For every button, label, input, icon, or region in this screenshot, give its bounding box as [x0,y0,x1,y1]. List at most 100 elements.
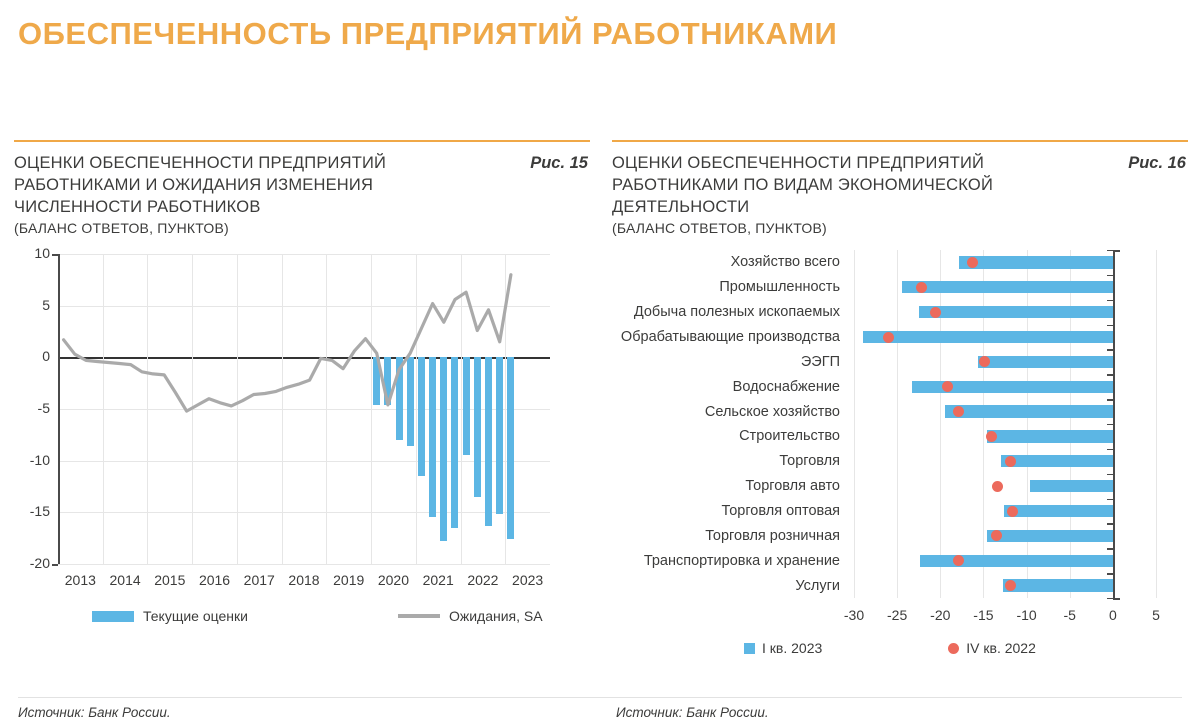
legend-bar-swatch [92,610,134,622]
figure-16-number: Рис. 16 [1128,154,1186,172]
y-axis-bottom-tick [52,564,58,566]
dot-marker [941,381,953,393]
bar [911,380,1113,393]
source-note-left: Источник: Банк России. [18,705,171,720]
bar [417,357,425,477]
x-tick-label: -30 [843,607,865,623]
figure-16-chart: -30 -25 -20 -15 -10 -5 0 5 Хозяйство всего Промыш… [612,236,1188,656]
x-gridline [897,250,899,598]
x-tick-label: 2016 [198,572,231,588]
dot-marker [915,281,927,293]
dot-marker [952,406,964,418]
figure-15-subtitle: (БАЛАНС ОТВЕТОВ, ПУНКТОВ) [14,220,229,236]
x-tick-label: 2017 [243,572,275,588]
y-gridline [58,564,550,565]
category-tick [1106,473,1113,476]
category-label: Торговля [779,453,840,470]
figure-15-number: Рис. 15 [530,154,588,172]
dot-marker [985,430,997,442]
legend-label: IV кв. 2022 [966,640,1036,656]
x-tick-label: 2013 [64,572,96,588]
category-tick [1106,523,1113,525]
category-tick [1106,274,1113,277]
y-axis-line [58,254,60,564]
category-tick [1106,349,1113,351]
x-gridline [1156,250,1157,598]
figure-16-subtitle: (БАЛАНС ОТВЕТОВ, ПУНКТОВ) [612,220,827,236]
category-label: Торговля оптовая [721,503,840,519]
bar [429,357,437,518]
y-axis-top-tick [52,254,58,256]
legend-label: I кв. 2023 [762,640,823,656]
bar [1000,455,1113,468]
x-tick-label: 2018 [288,572,320,588]
x-tick-label: 0 [1108,607,1117,623]
x-gridline [415,254,417,564]
category-tick [1106,448,1113,451]
category-tick [1106,299,1113,302]
dot-marker [952,555,964,567]
category-label: Добыча полезных ископаемых [633,304,840,321]
footer-divider [18,697,1182,698]
dot-marker [1004,580,1016,592]
bar [986,430,1113,443]
axis-top-serif [1112,250,1120,252]
bar [462,357,470,456]
x-tick-label: -10 [1016,607,1037,623]
dot-marker [930,306,942,318]
bar [395,357,403,440]
bar [920,554,1113,567]
dot-marker [978,356,990,368]
bar [373,357,381,405]
x-gridline [102,254,104,564]
category-label: Транспортировка и хранение [643,552,840,569]
x-tick-label: -15 [973,607,994,623]
y-tick-label: -20 [29,555,50,571]
dot-marker [990,530,1002,542]
x-gridline [940,250,942,598]
y-gridline [58,460,550,462]
x-gridline [147,254,149,564]
accent-rule-right [612,140,1188,142]
figure-16-legend: I кв. 2023 IV кв. 2022 [744,640,1036,656]
bar [1030,479,1113,493]
figure-16-panel: ОЦЕНКИ ОБЕСПЕЧЕННОСТИ ПРЕДПРИЯТИЙ РАБОТН… [612,140,1188,656]
legend-label: Текущие оценки [143,608,248,624]
legend-dot-swatch [948,642,960,654]
category-label: ЭЭГП [800,353,840,370]
x-gridline [326,254,328,564]
zero-axis-line [1112,250,1115,598]
y-tick-label: 10 [34,245,50,261]
bar [406,357,414,447]
bar [485,357,492,526]
category-tick [1106,399,1113,401]
legend-label: Ожидания, SA [448,608,543,624]
figure-15-chart: 10 5 0 -5 -10 -15 -20 2013 2014 2015 2016 2017 2018 2… [14,236,590,656]
bar [902,281,1113,294]
x-gridline [460,254,462,564]
x-tick-label: 2020 [377,572,410,588]
y-tick-label: -5 [37,400,50,416]
x-gridline [854,250,855,598]
accent-rule-left [14,140,590,142]
x-gridline [505,254,507,564]
x-gridline [371,254,373,564]
bar [496,357,504,515]
x-tick-label: 2022 [467,572,499,588]
x-tick-label: 2021 [422,572,454,588]
x-tick-label: -5 [1063,607,1076,623]
category-label: Водоснабжение [732,378,840,395]
category-label: Торговля розничная [705,527,840,544]
bar [507,357,515,540]
y-gridline [58,512,550,514]
y-tick-label: -15 [29,503,50,520]
bar [918,305,1113,319]
x-tick-label: -20 [930,607,951,623]
x-tick-label: 2019 [333,572,365,588]
category-label: Торговля авто [745,478,840,495]
category-label: Обрабатывающие производства [620,329,840,345]
bar [384,357,392,405]
x-gridline [281,254,283,564]
category-label: Сельское хозяйство [704,403,840,420]
legend-item: IV кв. 2022 [948,640,1036,656]
